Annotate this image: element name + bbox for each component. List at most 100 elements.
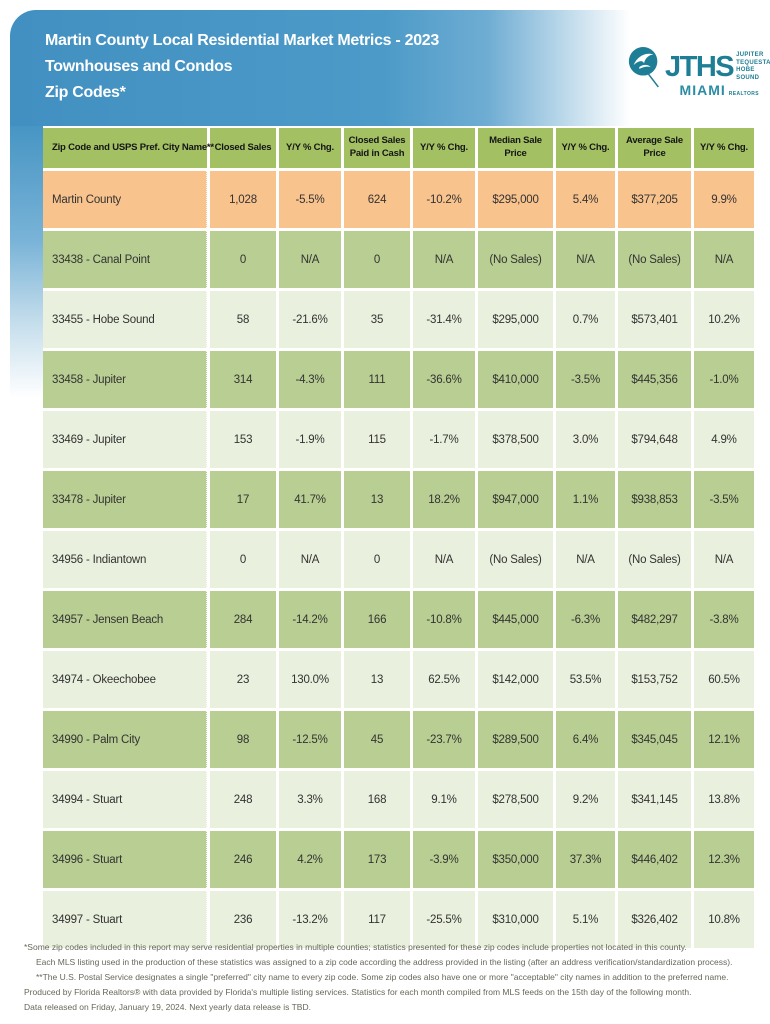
cash-sales-yy-cell: -10.2% (413, 171, 475, 228)
average-price-yy-cell: 60.5% (694, 651, 754, 708)
median-price-yy-cell: 5.4% (556, 171, 615, 228)
closed-sales-yy-cell: -12.5% (279, 711, 341, 768)
metrics-table-wrap: Zip Code and USPS Pref. City Name** Clos… (40, 125, 757, 951)
closed-sales-cell: 0 (210, 531, 276, 588)
closed-sales-yy-cell: 3.3% (279, 771, 341, 828)
metrics-table: Zip Code and USPS Pref. City Name** Clos… (40, 125, 757, 951)
average-price-yy-cell: 13.8% (694, 771, 754, 828)
logo-realtors: REALTORS (728, 91, 759, 97)
cash-sales-yy-cell: -36.6% (413, 351, 475, 408)
table-row: 34996 - Stuart 246 4.2% 173 -3.9% $350,0… (43, 831, 754, 888)
cash-sales-yy-cell: 18.2% (413, 471, 475, 528)
median-price-cell: $378,500 (478, 411, 553, 468)
median-price-cell: $278,500 (478, 771, 553, 828)
average-price-yy-cell: 10.2% (694, 291, 754, 348)
logo-city-stack: JUPITER TEQUESTA HOBE SOUND (736, 52, 770, 81)
zip-city-cell: Martin County (43, 171, 207, 228)
table-row: 34956 - Indiantown 0 N/A 0 N/A (No Sales… (43, 531, 754, 588)
median-price-cell: $295,000 (478, 291, 553, 348)
cash-sales-cell: 35 (344, 291, 410, 348)
footnote-line: Each MLS listing used in the production … (36, 957, 733, 967)
average-price-cell: $326,402 (618, 891, 691, 948)
average-price-cell: $794,648 (618, 411, 691, 468)
zip-city-cell: 34997 - Stuart (43, 891, 207, 948)
closed-sales-cell: 284 (210, 591, 276, 648)
col-average-price: Average Sale Price (618, 128, 691, 168)
table-row: 33469 - Jupiter 153 -1.9% 115 -1.7% $378… (43, 411, 754, 468)
page-title: Martin County Local Residential Market M… (45, 28, 439, 106)
average-price-yy-cell: N/A (694, 231, 754, 288)
average-price-cell: $445,356 (618, 351, 691, 408)
zip-city-cell: 34990 - Palm City (43, 711, 207, 768)
closed-sales-yy-cell: 4.2% (279, 831, 341, 888)
median-price-yy-cell: 3.0% (556, 411, 615, 468)
zip-city-cell: 34957 - Jensen Beach (43, 591, 207, 648)
median-price-cell: $947,000 (478, 471, 553, 528)
table-row: 33438 - Canal Point 0 N/A 0 N/A (No Sale… (43, 231, 754, 288)
footnotes: *Some zip codes included in this report … (24, 940, 754, 1015)
average-price-cell: $938,853 (618, 471, 691, 528)
title-line-2: Townhouses and Condos (45, 58, 233, 75)
closed-sales-yy-cell: -1.9% (279, 411, 341, 468)
median-price-cell: (No Sales) (478, 231, 553, 288)
col-closed-sales-yy: Y/Y % Chg. (279, 128, 341, 168)
col-zip-city: Zip Code and USPS Pref. City Name** (43, 128, 214, 168)
average-price-cell: $573,401 (618, 291, 691, 348)
closed-sales-cell: 246 (210, 831, 276, 888)
col-median-price-yy: Y/Y % Chg. (556, 128, 615, 168)
median-price-yy-cell: 53.5% (556, 651, 615, 708)
footnote-line: **The U.S. Postal Service designates a s… (36, 972, 729, 982)
closed-sales-cell: 0 (210, 231, 276, 288)
cash-sales-cell: 0 (344, 231, 410, 288)
average-price-cell: (No Sales) (618, 531, 691, 588)
cash-sales-cell: 173 (344, 831, 410, 888)
closed-sales-yy-cell: 130.0% (279, 651, 341, 708)
closed-sales-yy-cell: -13.2% (279, 891, 341, 948)
median-price-yy-cell: -3.5% (556, 351, 615, 408)
average-price-cell: $345,045 (618, 711, 691, 768)
average-price-cell: $482,297 (618, 591, 691, 648)
median-price-yy-cell: N/A (556, 231, 615, 288)
closed-sales-yy-cell: 41.7% (279, 471, 341, 528)
median-price-yy-cell: 0.7% (556, 291, 615, 348)
left-edge-gradient (10, 126, 43, 398)
title-line-1: Martin County Local Residential Market M… (45, 32, 439, 49)
closed-sales-cell: 58 (210, 291, 276, 348)
cash-sales-cell: 13 (344, 651, 410, 708)
cash-sales-yy-cell: -3.9% (413, 831, 475, 888)
jths-miami-logo: JTHS JUPITER TEQUESTA HOBE SOUND MIAMI R… (626, 46, 770, 98)
table-row: Martin County 1,028 -5.5% 624 -10.2% $29… (43, 171, 754, 228)
average-price-yy-cell: N/A (694, 531, 754, 588)
average-price-cell: $377,205 (618, 171, 691, 228)
col-closed-sales: Closed Sales (210, 128, 276, 168)
cash-sales-cell: 111 (344, 351, 410, 408)
logo-acronym: JTHS (665, 50, 735, 83)
closed-sales-cell: 248 (210, 771, 276, 828)
zip-city-cell: 34996 - Stuart (43, 831, 207, 888)
logo-miami: MIAMI (679, 82, 726, 98)
median-price-yy-cell: N/A (556, 531, 615, 588)
cash-sales-yy-cell: -23.7% (413, 711, 475, 768)
cash-sales-cell: 115 (344, 411, 410, 468)
closed-sales-cell: 17 (210, 471, 276, 528)
average-price-yy-cell: -3.5% (694, 471, 754, 528)
average-price-yy-cell: 9.9% (694, 171, 754, 228)
median-price-yy-cell: 1.1% (556, 471, 615, 528)
median-price-cell: $295,000 (478, 171, 553, 228)
average-price-cell: $153,752 (618, 651, 691, 708)
cash-sales-yy-cell: N/A (413, 231, 475, 288)
median-price-cell: $289,500 (478, 711, 553, 768)
cash-sales-cell: 45 (344, 711, 410, 768)
cash-sales-yy-cell: -1.7% (413, 411, 475, 468)
average-price-yy-cell: -1.0% (694, 351, 754, 408)
average-price-cell: $341,145 (618, 771, 691, 828)
average-price-yy-cell: 10.8% (694, 891, 754, 948)
zip-city-cell: 33478 - Jupiter (43, 471, 207, 528)
closed-sales-yy-cell: -21.6% (279, 291, 341, 348)
footnote-line: *Some zip codes included in this report … (24, 942, 687, 952)
table-row: 34997 - Stuart 236 -13.2% 117 -25.5% $31… (43, 891, 754, 948)
zip-city-cell: 33458 - Jupiter (43, 351, 207, 408)
zip-city-cell: 33438 - Canal Point (43, 231, 207, 288)
table-row: 33455 - Hobe Sound 58 -21.6% 35 -31.4% $… (43, 291, 754, 348)
closed-sales-yy-cell: -5.5% (279, 171, 341, 228)
